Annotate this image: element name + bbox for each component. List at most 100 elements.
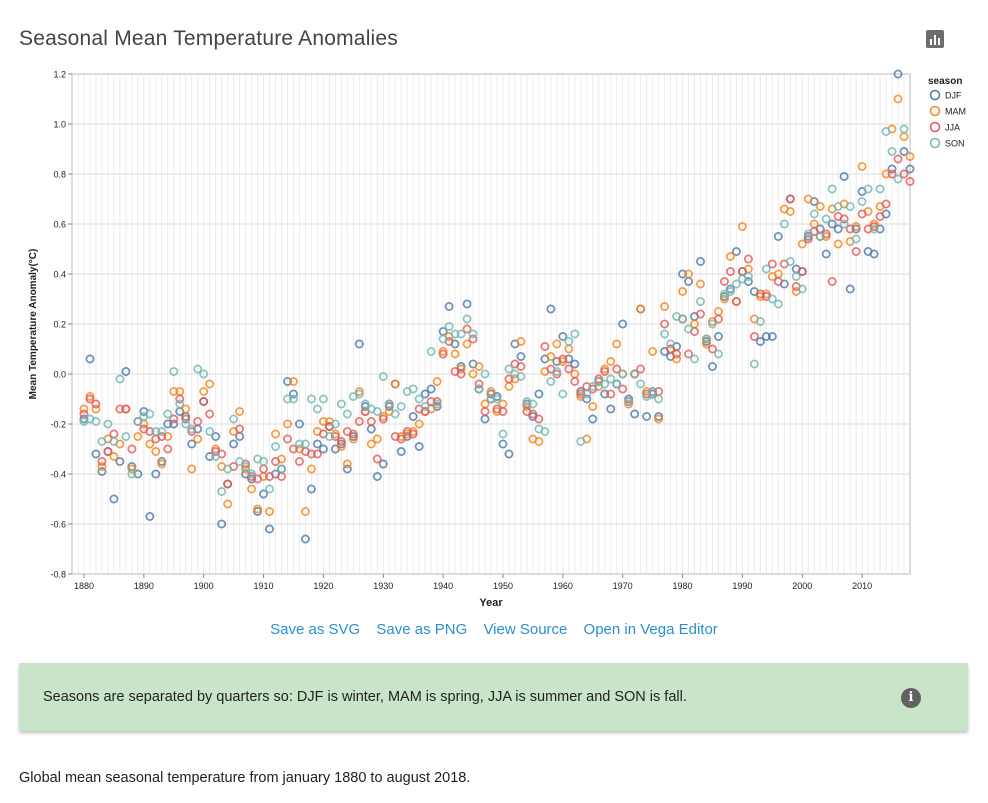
data-point-jja [857, 209, 867, 219]
data-point-mam [893, 94, 903, 104]
data-point-son [713, 349, 723, 359]
data-point-jja [498, 406, 508, 416]
data-point-jja [576, 389, 586, 399]
data-point-son [887, 147, 897, 157]
data-point-son [552, 366, 562, 376]
data-point-son [175, 399, 185, 409]
data-point-djf [905, 164, 915, 174]
data-point-mam [97, 461, 107, 471]
data-point-jja [157, 431, 167, 441]
data-point-son [743, 271, 753, 281]
data-point-son [145, 409, 155, 419]
save-as-svg-link[interactable]: Save as SVG [270, 621, 361, 638]
data-point-mam [79, 404, 89, 414]
legend-symbol-jja [929, 121, 941, 133]
data-point-jja [719, 276, 729, 286]
data-point-djf [354, 339, 364, 349]
bar-chart-icon[interactable] [926, 30, 944, 48]
data-point-son [725, 286, 735, 296]
data-point-son [420, 401, 430, 411]
data-point-son [701, 334, 711, 344]
data-point-djf [534, 389, 544, 399]
data-point-son [797, 284, 807, 294]
scatter-chart: -0.8 -0.6 -0.4 -0.2 0.0 0.2 0.4 0.6 0.8 1.0 1.2 18… [28, 69, 966, 609]
save-as-png-link[interactable]: Save as PNG [376, 621, 468, 638]
data-point-djf [229, 439, 239, 449]
data-point-jja [282, 434, 292, 444]
data-point-djf [558, 331, 568, 341]
data-point-djf [696, 256, 706, 266]
data-point-jja [396, 434, 406, 444]
data-point-son [821, 214, 831, 224]
data-point-jja [899, 169, 909, 179]
data-point-mam [725, 251, 735, 261]
data-point-mam [300, 506, 310, 516]
data-point-mam [803, 194, 813, 204]
data-point-mam [696, 279, 706, 289]
data-point-son [785, 256, 795, 266]
data-point-jja [666, 344, 676, 354]
data-point-mam [857, 162, 867, 172]
data-point-djf [504, 449, 514, 459]
data-point-jja [707, 344, 717, 354]
data-point-mam [235, 406, 245, 416]
data-point-jja [534, 414, 544, 424]
data-point-son [408, 384, 418, 394]
data-point-jja [294, 456, 304, 466]
data-point-mam [588, 401, 598, 411]
data-point-djf [767, 331, 777, 341]
y-tick-label: -0.2 [50, 420, 66, 430]
data-point-son [767, 294, 777, 304]
data-point-jja [103, 446, 113, 456]
data-point-son [624, 396, 634, 406]
data-point-son [372, 406, 382, 416]
data-point-jja [839, 214, 849, 224]
data-point-djf [630, 409, 640, 419]
data-point-jja [336, 436, 346, 446]
data-point-mam [737, 221, 747, 231]
open-in-vega-editor-link[interactable]: Open in Vega Editor [583, 621, 718, 638]
data-point-son [294, 439, 304, 449]
data-point-son [312, 404, 322, 414]
data-point-jja [827, 276, 837, 286]
data-point-jja [420, 406, 430, 416]
data-point-mam [372, 434, 382, 444]
data-point-mam [815, 201, 825, 211]
y-tick-label: -0.8 [50, 570, 66, 580]
data-point-djf [731, 246, 741, 256]
data-point-son [899, 124, 909, 134]
data-point-djf [217, 519, 227, 529]
data-point-djf [827, 219, 837, 229]
view-source-link[interactable]: View Source [483, 621, 568, 638]
data-point-mam [318, 416, 328, 426]
data-point-jja [875, 211, 885, 221]
data-point-djf [300, 534, 310, 544]
data-point-son [115, 374, 125, 384]
data-point-son [600, 379, 610, 389]
data-point-son [660, 329, 670, 339]
data-point-son [809, 209, 819, 219]
data-point-son [869, 224, 879, 234]
data-point-jja [516, 361, 526, 371]
data-point-son [360, 399, 370, 409]
data-point-mam [450, 349, 460, 359]
info-icon[interactable]: i [901, 688, 921, 708]
data-point-jja [330, 431, 340, 441]
data-point-son [684, 324, 694, 334]
data-point-mam [199, 386, 209, 396]
data-point-mam [719, 294, 729, 304]
data-point-son [169, 366, 179, 376]
data-point-djf [606, 404, 616, 414]
data-point-son [456, 329, 466, 339]
data-point-djf [893, 69, 903, 79]
data-point-mam [205, 379, 215, 389]
data-point-jja [612, 364, 622, 374]
data-point-son [133, 416, 143, 426]
data-point-son [893, 174, 903, 184]
x-tick-label: 1990 [732, 581, 752, 591]
legend-title: season [928, 76, 962, 87]
data-point-son [103, 419, 113, 429]
data-point-son [773, 299, 783, 309]
data-point-jja [528, 409, 538, 419]
legend-symbol-mam [929, 105, 941, 117]
